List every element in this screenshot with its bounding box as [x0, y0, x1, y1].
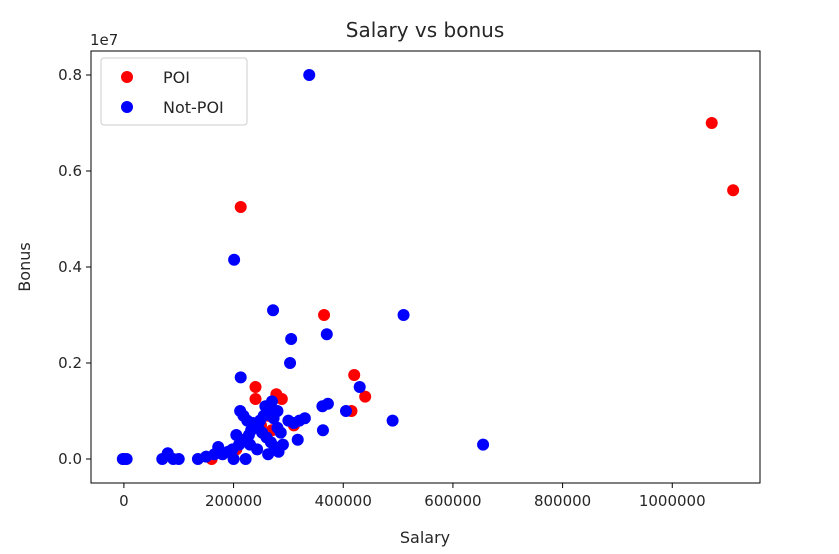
- x-tick-label: 800000: [534, 492, 591, 510]
- not-poi-point: [316, 400, 329, 413]
- x-tick-label: 400000: [315, 492, 372, 510]
- x-tick-label: 0: [119, 492, 129, 510]
- not-poi-point: [272, 445, 285, 458]
- y-axis: 0.0 0.2 0.4 0.6 0.8: [58, 66, 91, 468]
- x-tick-label: 1000000: [639, 492, 706, 510]
- poi-point: [234, 201, 247, 213]
- not-poi-point: [234, 371, 247, 384]
- not-poi-point: [244, 438, 257, 451]
- not-poi-point: [227, 453, 240, 465]
- poi-point: [727, 184, 740, 197]
- poi-point: [705, 117, 718, 129]
- y-tick-label: 0.4: [58, 258, 82, 276]
- poi-point: [275, 393, 288, 405]
- legend-label-poi: POI: [163, 68, 190, 87]
- not-poi-point: [271, 421, 284, 434]
- x-tick-label: 200000: [205, 492, 262, 510]
- y-tick-label: 0.8: [58, 66, 82, 84]
- not-poi-point: [259, 400, 272, 413]
- poi-point: [249, 393, 262, 405]
- y-tick-label: 0.0: [58, 450, 82, 468]
- not-poi-point: [191, 453, 204, 465]
- poi-point: [249, 381, 262, 393]
- data-points: [116, 69, 740, 465]
- y-offset-label: 1e7: [90, 31, 118, 49]
- poi-point: [318, 309, 331, 321]
- not-poi-point: [477, 438, 490, 451]
- legend-marker-poi: [121, 71, 133, 83]
- legend-box: [100, 57, 248, 126]
- not-poi-point: [316, 424, 329, 437]
- not-poi-point: [267, 412, 280, 425]
- x-axis: 0 200000 400000 600000 800000 1000000: [119, 483, 706, 510]
- chart-title: Salary vs bonus: [346, 18, 505, 42]
- not-poi-point: [284, 357, 297, 369]
- y-tick-label: 0.2: [58, 354, 82, 372]
- not-poi-point: [291, 433, 304, 446]
- not-poi-point: [303, 69, 316, 81]
- not-poi-point: [239, 453, 252, 465]
- not-poi-point: [267, 304, 280, 317]
- legend-label-not-poi: Not-POI: [163, 98, 224, 117]
- not-poi-point: [353, 381, 366, 393]
- legend: POI Not-POI: [100, 57, 248, 126]
- not-poi-point: [293, 414, 306, 427]
- y-tick-label: 0.6: [58, 162, 82, 180]
- not-poi-point: [386, 414, 399, 427]
- not-poi-point: [156, 453, 169, 465]
- poi-point: [359, 390, 372, 403]
- y-axis-label: Bonus: [15, 242, 34, 291]
- legend-marker-not-poi: [121, 101, 133, 113]
- not-poi-point: [320, 328, 333, 341]
- not-poi-point: [262, 448, 275, 461]
- x-axis-label: Salary: [400, 528, 450, 547]
- poi-point: [348, 369, 361, 381]
- not-poi-point: [116, 453, 129, 465]
- not-poi-point: [397, 309, 410, 321]
- not-poi-point: [285, 333, 298, 345]
- not-poi-point: [339, 405, 352, 417]
- x-tick-label: 600000: [424, 492, 481, 510]
- not-poi-point: [230, 429, 243, 441]
- not-poi-point: [228, 253, 241, 266]
